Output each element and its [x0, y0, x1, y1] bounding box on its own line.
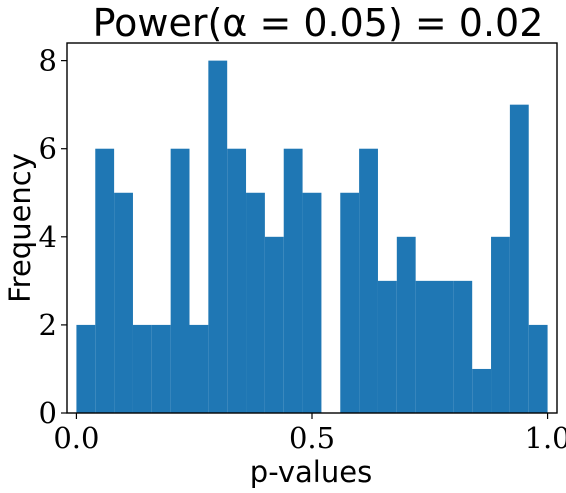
- histogram-bar: [528, 324, 548, 413]
- histogram-bar: [340, 192, 360, 413]
- y-tick-label: 2: [39, 308, 57, 342]
- y-tick-label: 6: [39, 132, 57, 166]
- x-axis-ticks: 0.0 0.5 1.0: [53, 413, 566, 455]
- y-axis-ticks: 0 2 4 6 8: [39, 44, 67, 430]
- chart-title: Power(α = 0.05) = 0.02: [93, 1, 544, 45]
- histogram-bar: [396, 236, 416, 413]
- histogram-bar: [189, 324, 209, 413]
- histogram-bar: [227, 148, 247, 413]
- histogram-bar: [132, 324, 152, 413]
- histogram-bar: [302, 192, 322, 413]
- histogram-bar: [434, 280, 454, 413]
- histogram-bar: [283, 148, 303, 413]
- histogram-bar: [170, 148, 190, 413]
- histogram-bar: [208, 60, 228, 413]
- y-axis-label: Frequency: [3, 153, 37, 303]
- histogram-bar: [472, 368, 492, 413]
- x-tick-label: 0.0: [53, 421, 99, 455]
- histogram-bar: [491, 236, 510, 413]
- histogram-bar: [415, 280, 435, 413]
- histogram-bar: [453, 280, 473, 413]
- histogram-bar: [76, 324, 96, 413]
- x-tick-label: 0.5: [289, 421, 335, 455]
- y-tick-label: 8: [39, 44, 57, 78]
- histogram-bar: [114, 192, 133, 413]
- histogram-bar: [95, 148, 115, 413]
- histogram-bar: [151, 324, 171, 413]
- x-axis-label: p-values: [250, 455, 372, 489]
- histogram-bar: [509, 104, 529, 414]
- histogram-bar: [246, 192, 265, 413]
- bars-group: [76, 60, 548, 414]
- histogram-bar: [377, 280, 397, 413]
- histogram-bar: [264, 236, 284, 413]
- y-tick-label: 4: [39, 220, 57, 254]
- y-tick-label: 0: [39, 396, 57, 430]
- histogram-bar: [359, 148, 378, 413]
- x-tick-label: 1.0: [525, 421, 566, 455]
